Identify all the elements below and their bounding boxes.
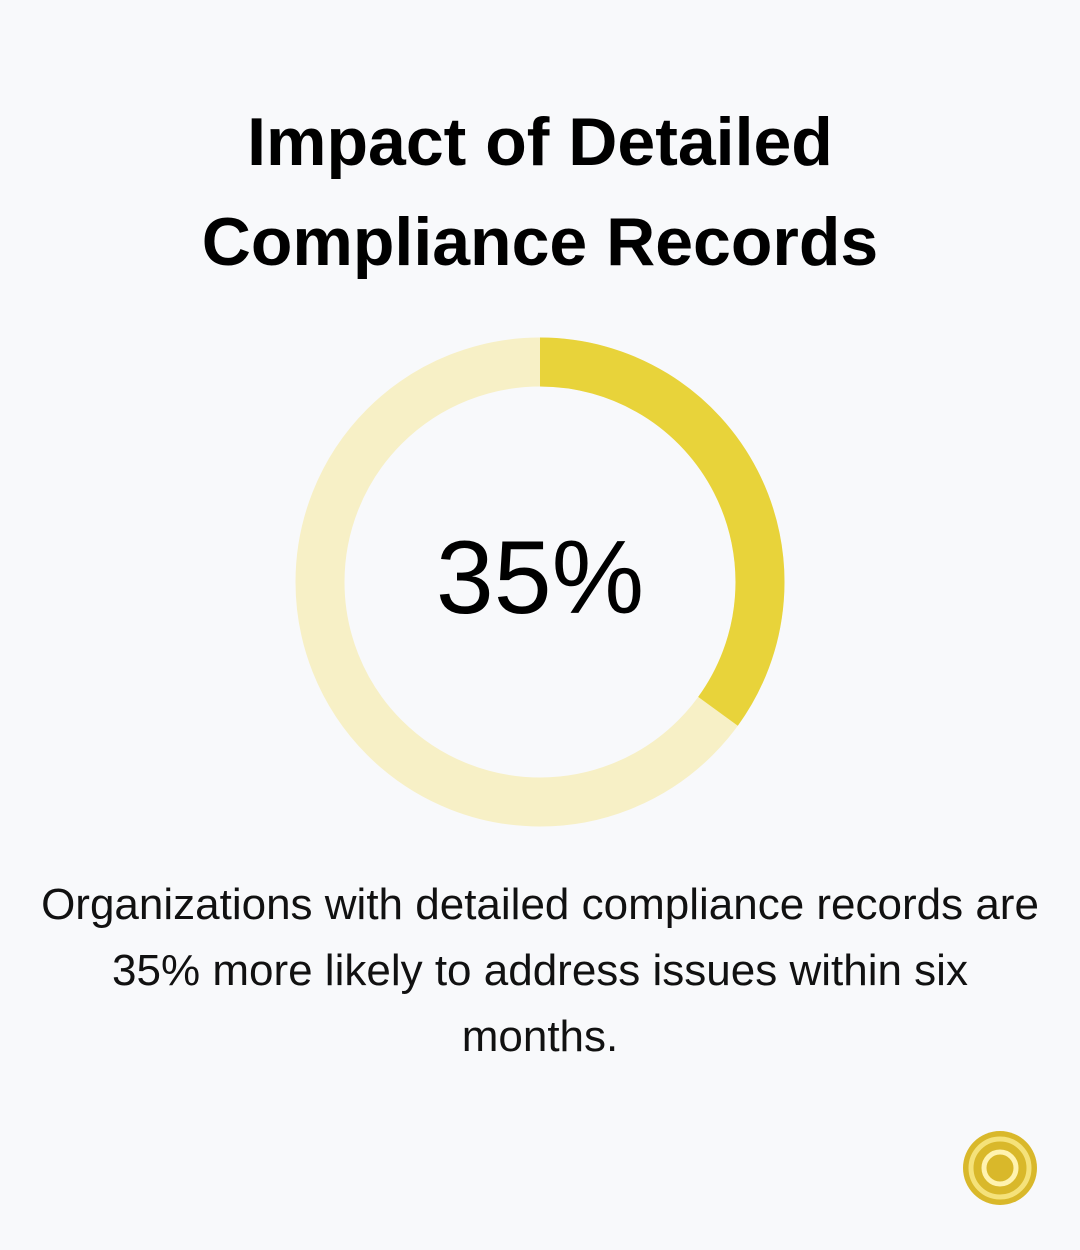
donut-segment (539, 337, 785, 726)
logo-outer (963, 1131, 1037, 1205)
logo (963, 1131, 1037, 1205)
description: Organizations with detailed compliance r… (41, 880, 1039, 1061)
center-value-label: 35% (436, 520, 644, 636)
logo-ring (968, 1136, 1032, 1200)
logo-inner (981, 1149, 1019, 1187)
chart-title: Impact of Detailed Compliance Records (201, 104, 879, 280)
